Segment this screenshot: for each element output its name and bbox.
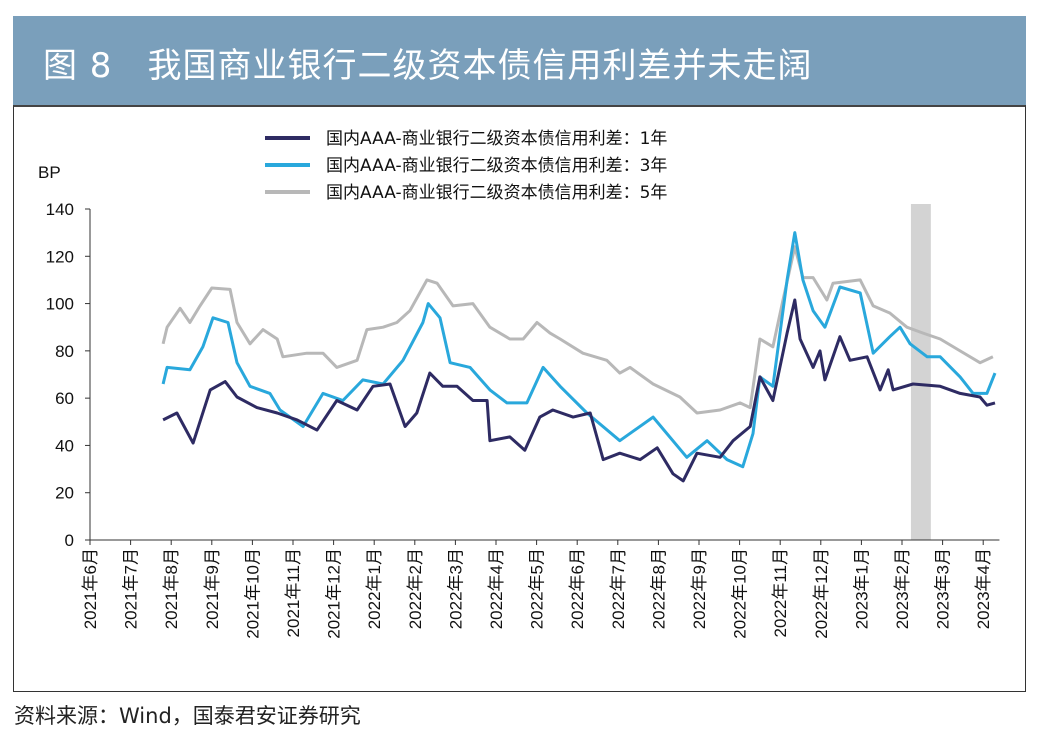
legend-label: 国内AAA-商业银行二级资本债信用利差：1年 [326, 129, 667, 149]
series-line [162, 298, 996, 483]
x-tick-label: 2022年2月 [406, 548, 425, 629]
y-tick-label: 40 [55, 436, 74, 455]
x-tick-label: 2022年10月 [731, 548, 750, 639]
x-tick-label: 2021年12月 [325, 548, 344, 639]
x-tick-label: 2021年7月 [122, 548, 141, 629]
x-tick-label: 2023年4月 [974, 548, 993, 629]
source-note: 资料来源：Wind，国泰君安证券研究 [14, 704, 361, 728]
x-tick-label: 2023年1月 [852, 548, 871, 629]
y-tick-label: 100 [46, 295, 74, 314]
x-tick-label: 2021年9月 [203, 548, 222, 629]
x-tick-label: 2022年11月 [771, 548, 790, 637]
x-tick-label: 2022年5月 [528, 548, 547, 629]
y-tick-label: 80 [55, 342, 74, 361]
series-lines [161, 231, 997, 483]
x-tick-label: 2022年1月 [365, 548, 384, 629]
series-line [161, 245, 994, 415]
x-tick-label: 2022年6月 [568, 548, 587, 629]
x-tick-label: 2022年8月 [649, 548, 668, 629]
figure-title: 图 8 我国商业银行二级资本债信用利差并未走阔 [43, 46, 813, 86]
y-axis-label: BP [38, 163, 61, 182]
y-tick-label: 20 [55, 484, 74, 503]
x-tick-label: 2021年11月 [284, 548, 303, 637]
legend: 国内AAA-商业银行二级资本债信用利差：1年国内AAA-商业银行二级资本债信用利… [265, 129, 667, 203]
x-tick-label: 2022年12月 [812, 548, 831, 639]
x-tick-label: 2022年3月 [446, 548, 465, 629]
y-tick-label: 120 [46, 247, 74, 266]
title-bar: 图 8 我国商业银行二级资本债信用利差并未走阔 [13, 16, 1026, 105]
y-tick-label: 140 [46, 200, 74, 219]
shaded-region-group [910, 204, 931, 540]
x-tick-label: 2022年9月 [690, 548, 709, 629]
x-tick-label: 2021年6月 [81, 548, 100, 629]
y-tick-label: 60 [55, 389, 74, 408]
x-tick-label: 2022年7月 [609, 548, 628, 629]
x-tick-label: 2023年3月 [934, 548, 953, 629]
x-tick-label: 2021年8月 [162, 548, 181, 629]
legend-label: 国内AAA-商业银行二级资本债信用利差：5年 [326, 183, 667, 203]
shaded-region [910, 204, 931, 540]
axes: 0 20 40 60 80 100 120 140 2021年6月 2021年7月 2021年8月 2… [46, 200, 1000, 639]
legend-label: 国内AAA-商业银行二级资本债信用利差：3年 [326, 156, 667, 176]
chart-frame [13, 105, 1026, 692]
x-tick-label: 2023年2月 [893, 548, 912, 629]
x-tick-label: 2021年10月 [243, 548, 262, 639]
x-tick-label: 2022年4月 [487, 548, 506, 629]
y-tick-label: 0 [65, 531, 74, 550]
